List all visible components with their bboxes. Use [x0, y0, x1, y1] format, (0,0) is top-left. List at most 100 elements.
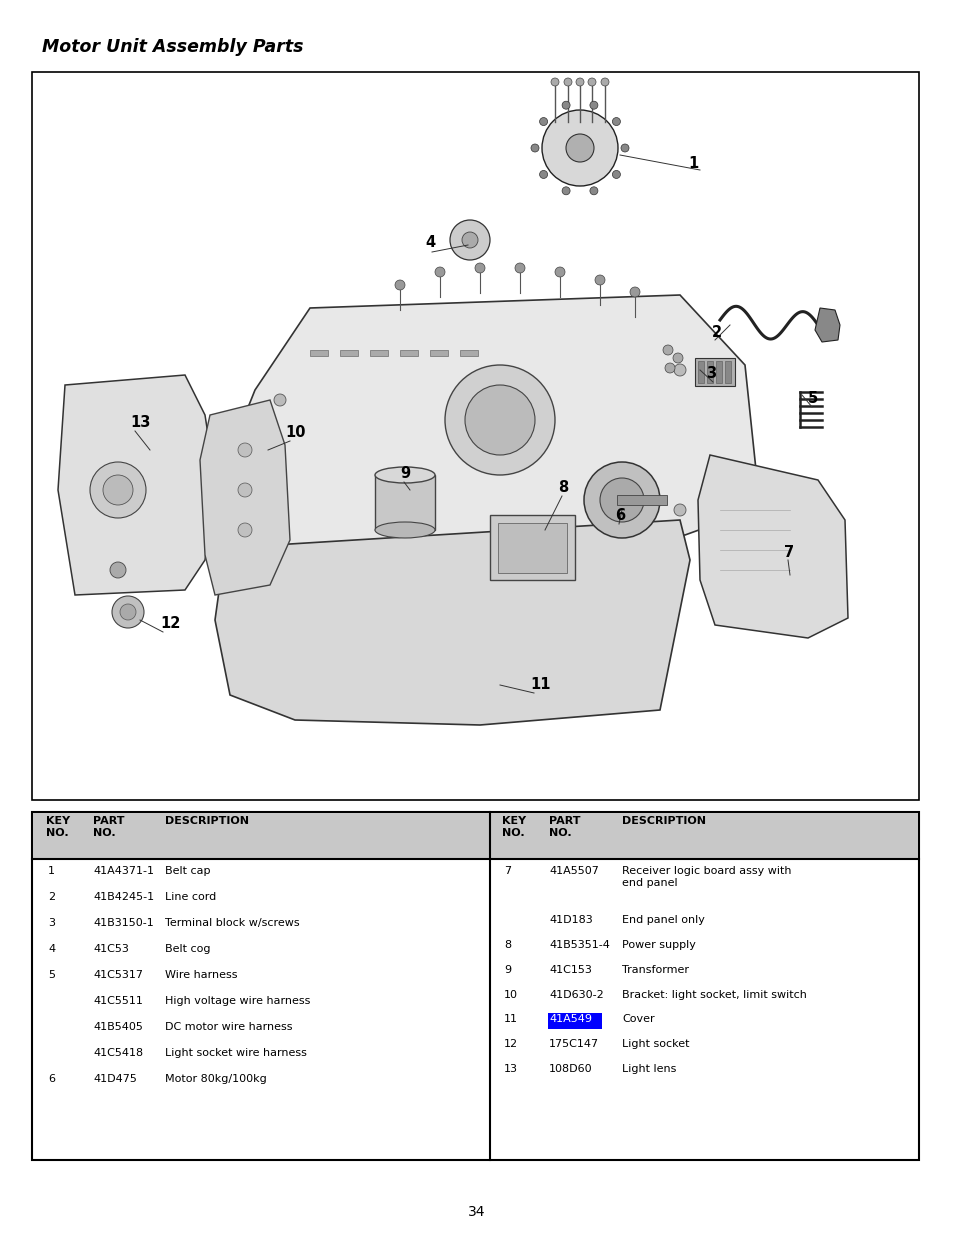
Circle shape: [612, 170, 619, 178]
Text: 175C147: 175C147: [548, 1039, 598, 1049]
Text: 11: 11: [503, 1014, 517, 1024]
Text: 41A4371-1: 41A4371-1: [92, 866, 153, 876]
Text: 41C53: 41C53: [92, 944, 129, 953]
Text: Line cord: Line cord: [165, 892, 216, 902]
Circle shape: [120, 604, 136, 620]
Bar: [33, 813, 490, 860]
Text: 1: 1: [687, 156, 698, 170]
Circle shape: [90, 462, 146, 517]
Text: 108D60: 108D60: [548, 1063, 592, 1073]
Text: 3: 3: [705, 366, 716, 382]
Text: Receiver logic board assy with
end panel: Receiver logic board assy with end panel: [621, 866, 791, 888]
Text: 41A5507: 41A5507: [548, 866, 598, 876]
Circle shape: [237, 443, 252, 457]
Bar: [399, 350, 417, 356]
Text: 11: 11: [530, 677, 550, 692]
Bar: [459, 350, 477, 356]
Circle shape: [475, 263, 484, 273]
Circle shape: [103, 475, 132, 505]
Bar: [695, 358, 734, 387]
Text: 41C153: 41C153: [548, 965, 591, 974]
Circle shape: [450, 220, 490, 261]
Text: 13: 13: [130, 415, 151, 430]
Text: Light lens: Light lens: [621, 1063, 676, 1073]
Text: 4: 4: [424, 235, 435, 249]
Ellipse shape: [375, 522, 435, 538]
Text: 7: 7: [503, 866, 511, 876]
Circle shape: [589, 186, 598, 195]
Circle shape: [662, 345, 672, 354]
Text: Light socket wire harness: Light socket wire harness: [165, 1049, 307, 1058]
Circle shape: [664, 363, 675, 373]
Circle shape: [539, 170, 547, 178]
Text: 41B5405: 41B5405: [92, 1023, 143, 1032]
Text: Transformer: Transformer: [621, 965, 688, 974]
Circle shape: [673, 364, 685, 375]
Text: PART
NO.: PART NO.: [548, 816, 579, 837]
Text: 1: 1: [48, 866, 55, 876]
Text: Wire harness: Wire harness: [165, 969, 237, 981]
Text: 10: 10: [285, 425, 305, 440]
Text: 41A549: 41A549: [548, 1014, 592, 1024]
Polygon shape: [214, 520, 689, 725]
Text: Cover: Cover: [621, 1014, 654, 1024]
Bar: [32, 72, 918, 800]
Text: Bracket: light socket, limit switch: Bracket: light socket, limit switch: [621, 989, 806, 999]
Text: 8: 8: [558, 480, 568, 495]
Text: End panel only: End panel only: [621, 915, 704, 925]
Circle shape: [274, 394, 286, 406]
Bar: [698, 361, 703, 383]
Text: 13: 13: [503, 1063, 517, 1073]
Text: High voltage wire harness: High voltage wire harness: [165, 995, 310, 1007]
Text: Motor Unit Assembly Parts: Motor Unit Assembly Parts: [42, 38, 303, 56]
Bar: [375, 475, 435, 530]
Circle shape: [395, 280, 405, 290]
Polygon shape: [698, 454, 847, 638]
Text: Light socket: Light socket: [621, 1039, 689, 1049]
Text: 2: 2: [48, 892, 55, 902]
Circle shape: [673, 504, 685, 516]
Circle shape: [555, 267, 564, 277]
Text: 41B5351-4: 41B5351-4: [548, 940, 609, 950]
Circle shape: [587, 78, 596, 86]
Text: 5: 5: [48, 969, 55, 981]
Text: 6: 6: [615, 508, 624, 522]
Circle shape: [629, 287, 639, 296]
Text: 9: 9: [503, 965, 511, 974]
Text: 41B3150-1: 41B3150-1: [92, 918, 153, 927]
Text: Power supply: Power supply: [621, 940, 695, 950]
Bar: [370, 350, 388, 356]
Circle shape: [541, 110, 618, 186]
Text: 41C5317: 41C5317: [92, 969, 143, 981]
Polygon shape: [200, 400, 290, 595]
Circle shape: [563, 78, 572, 86]
Text: Belt cap: Belt cap: [165, 866, 211, 876]
Polygon shape: [814, 308, 840, 342]
Circle shape: [672, 353, 682, 363]
Bar: [32, 811, 918, 1160]
Bar: [724, 361, 730, 383]
Circle shape: [444, 366, 555, 475]
Circle shape: [515, 263, 524, 273]
Text: 8: 8: [503, 940, 511, 950]
Text: 6: 6: [48, 1074, 55, 1084]
Circle shape: [435, 267, 444, 277]
Circle shape: [237, 522, 252, 537]
Bar: [706, 361, 712, 383]
Polygon shape: [58, 375, 214, 595]
Text: 4: 4: [48, 944, 55, 953]
Text: 3: 3: [48, 918, 55, 927]
Circle shape: [274, 514, 286, 526]
Circle shape: [612, 117, 619, 126]
Circle shape: [464, 385, 535, 454]
Circle shape: [620, 144, 628, 152]
Circle shape: [551, 78, 558, 86]
Text: Terminal block w/screws: Terminal block w/screws: [165, 918, 299, 927]
Text: DESCRIPTION: DESCRIPTION: [621, 816, 705, 826]
Text: 41D475: 41D475: [92, 1074, 136, 1084]
Bar: [310, 350, 328, 356]
Text: Motor 80kg/100kg: Motor 80kg/100kg: [165, 1074, 267, 1084]
Circle shape: [539, 117, 547, 126]
Polygon shape: [214, 295, 760, 548]
Bar: [716, 361, 721, 383]
